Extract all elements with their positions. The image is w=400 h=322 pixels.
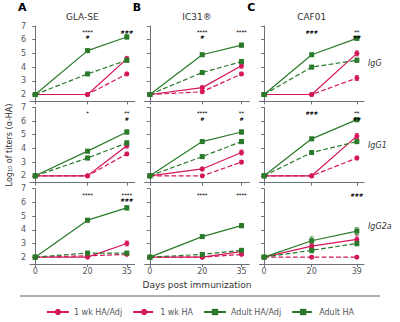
svg-text:###: ###	[305, 29, 318, 35]
svg-text:20: 20	[197, 267, 207, 276]
svg-text:7: 7	[21, 184, 26, 193]
svg-text:IgG1: IgG1	[368, 141, 387, 150]
svg-text:###: ###	[121, 197, 134, 203]
svg-text:2: 2	[21, 253, 26, 262]
svg-text:#: #	[200, 34, 204, 40]
svg-text:##: ##	[353, 34, 361, 40]
svg-text:B: B	[133, 1, 141, 14]
svg-text:39: 39	[352, 267, 362, 276]
svg-text:##: ##	[353, 116, 361, 122]
svg-text:0: 0	[33, 267, 38, 276]
svg-text:3: 3	[21, 158, 26, 167]
svg-text:1 wk HA: 1 wk HA	[160, 308, 193, 317]
svg-text:Adult HA/Adj: Adult HA/Adj	[231, 308, 281, 317]
svg-text:3: 3	[21, 76, 26, 85]
svg-text:4: 4	[21, 63, 26, 72]
svg-text:6: 6	[21, 117, 26, 126]
svg-text:#: #	[239, 116, 243, 122]
svg-text:*: *	[86, 110, 89, 116]
svg-text:0: 0	[262, 267, 267, 276]
svg-text:4: 4	[21, 225, 26, 234]
svg-text:7: 7	[21, 22, 26, 31]
svg-text:****: ****	[236, 29, 247, 35]
svg-text:5: 5	[21, 130, 26, 139]
svg-text:IgG: IgG	[368, 59, 382, 68]
svg-text:20: 20	[307, 267, 317, 276]
svg-text:5: 5	[21, 49, 26, 58]
svg-text:Log₁₀ of titers (α-HA): Log₁₀ of titers (α-HA)	[5, 104, 14, 187]
svg-text:****: ****	[197, 192, 208, 198]
svg-text:4: 4	[21, 144, 26, 153]
svg-text:3: 3	[21, 239, 26, 248]
svg-text:0: 0	[147, 267, 152, 276]
svg-text:****: ****	[82, 192, 93, 198]
svg-text:35: 35	[122, 267, 132, 276]
svg-text:1 wk HA/Adj: 1 wk HA/Adj	[74, 308, 122, 317]
svg-text:#: #	[200, 116, 204, 122]
svg-text:6: 6	[21, 35, 26, 44]
svg-text:A: A	[18, 1, 27, 14]
svg-text:5: 5	[21, 212, 26, 221]
svg-text:6: 6	[21, 198, 26, 207]
svg-text:Days post immunization: Days post immunization	[142, 280, 251, 290]
svg-text:#: #	[125, 116, 129, 122]
svg-text:IgG2a: IgG2a	[368, 222, 392, 231]
svg-text:CAF01: CAF01	[297, 12, 326, 22]
svg-text:GLA-SE: GLA-SE	[66, 12, 99, 22]
svg-text:20: 20	[82, 267, 92, 276]
svg-text:###: ###	[351, 192, 364, 198]
svg-text:2: 2	[21, 90, 26, 99]
svg-text:2: 2	[21, 171, 26, 180]
svg-text:###: ###	[121, 29, 134, 35]
svg-text:Adult HA: Adult HA	[319, 308, 354, 317]
svg-text:###: ###	[305, 110, 318, 116]
svg-text:35: 35	[236, 267, 246, 276]
svg-text:#: #	[85, 34, 89, 40]
svg-text:****: ****	[236, 192, 247, 198]
svg-text:C: C	[247, 1, 255, 14]
svg-text:7: 7	[21, 103, 26, 112]
svg-text:IC31®: IC31®	[182, 12, 211, 22]
